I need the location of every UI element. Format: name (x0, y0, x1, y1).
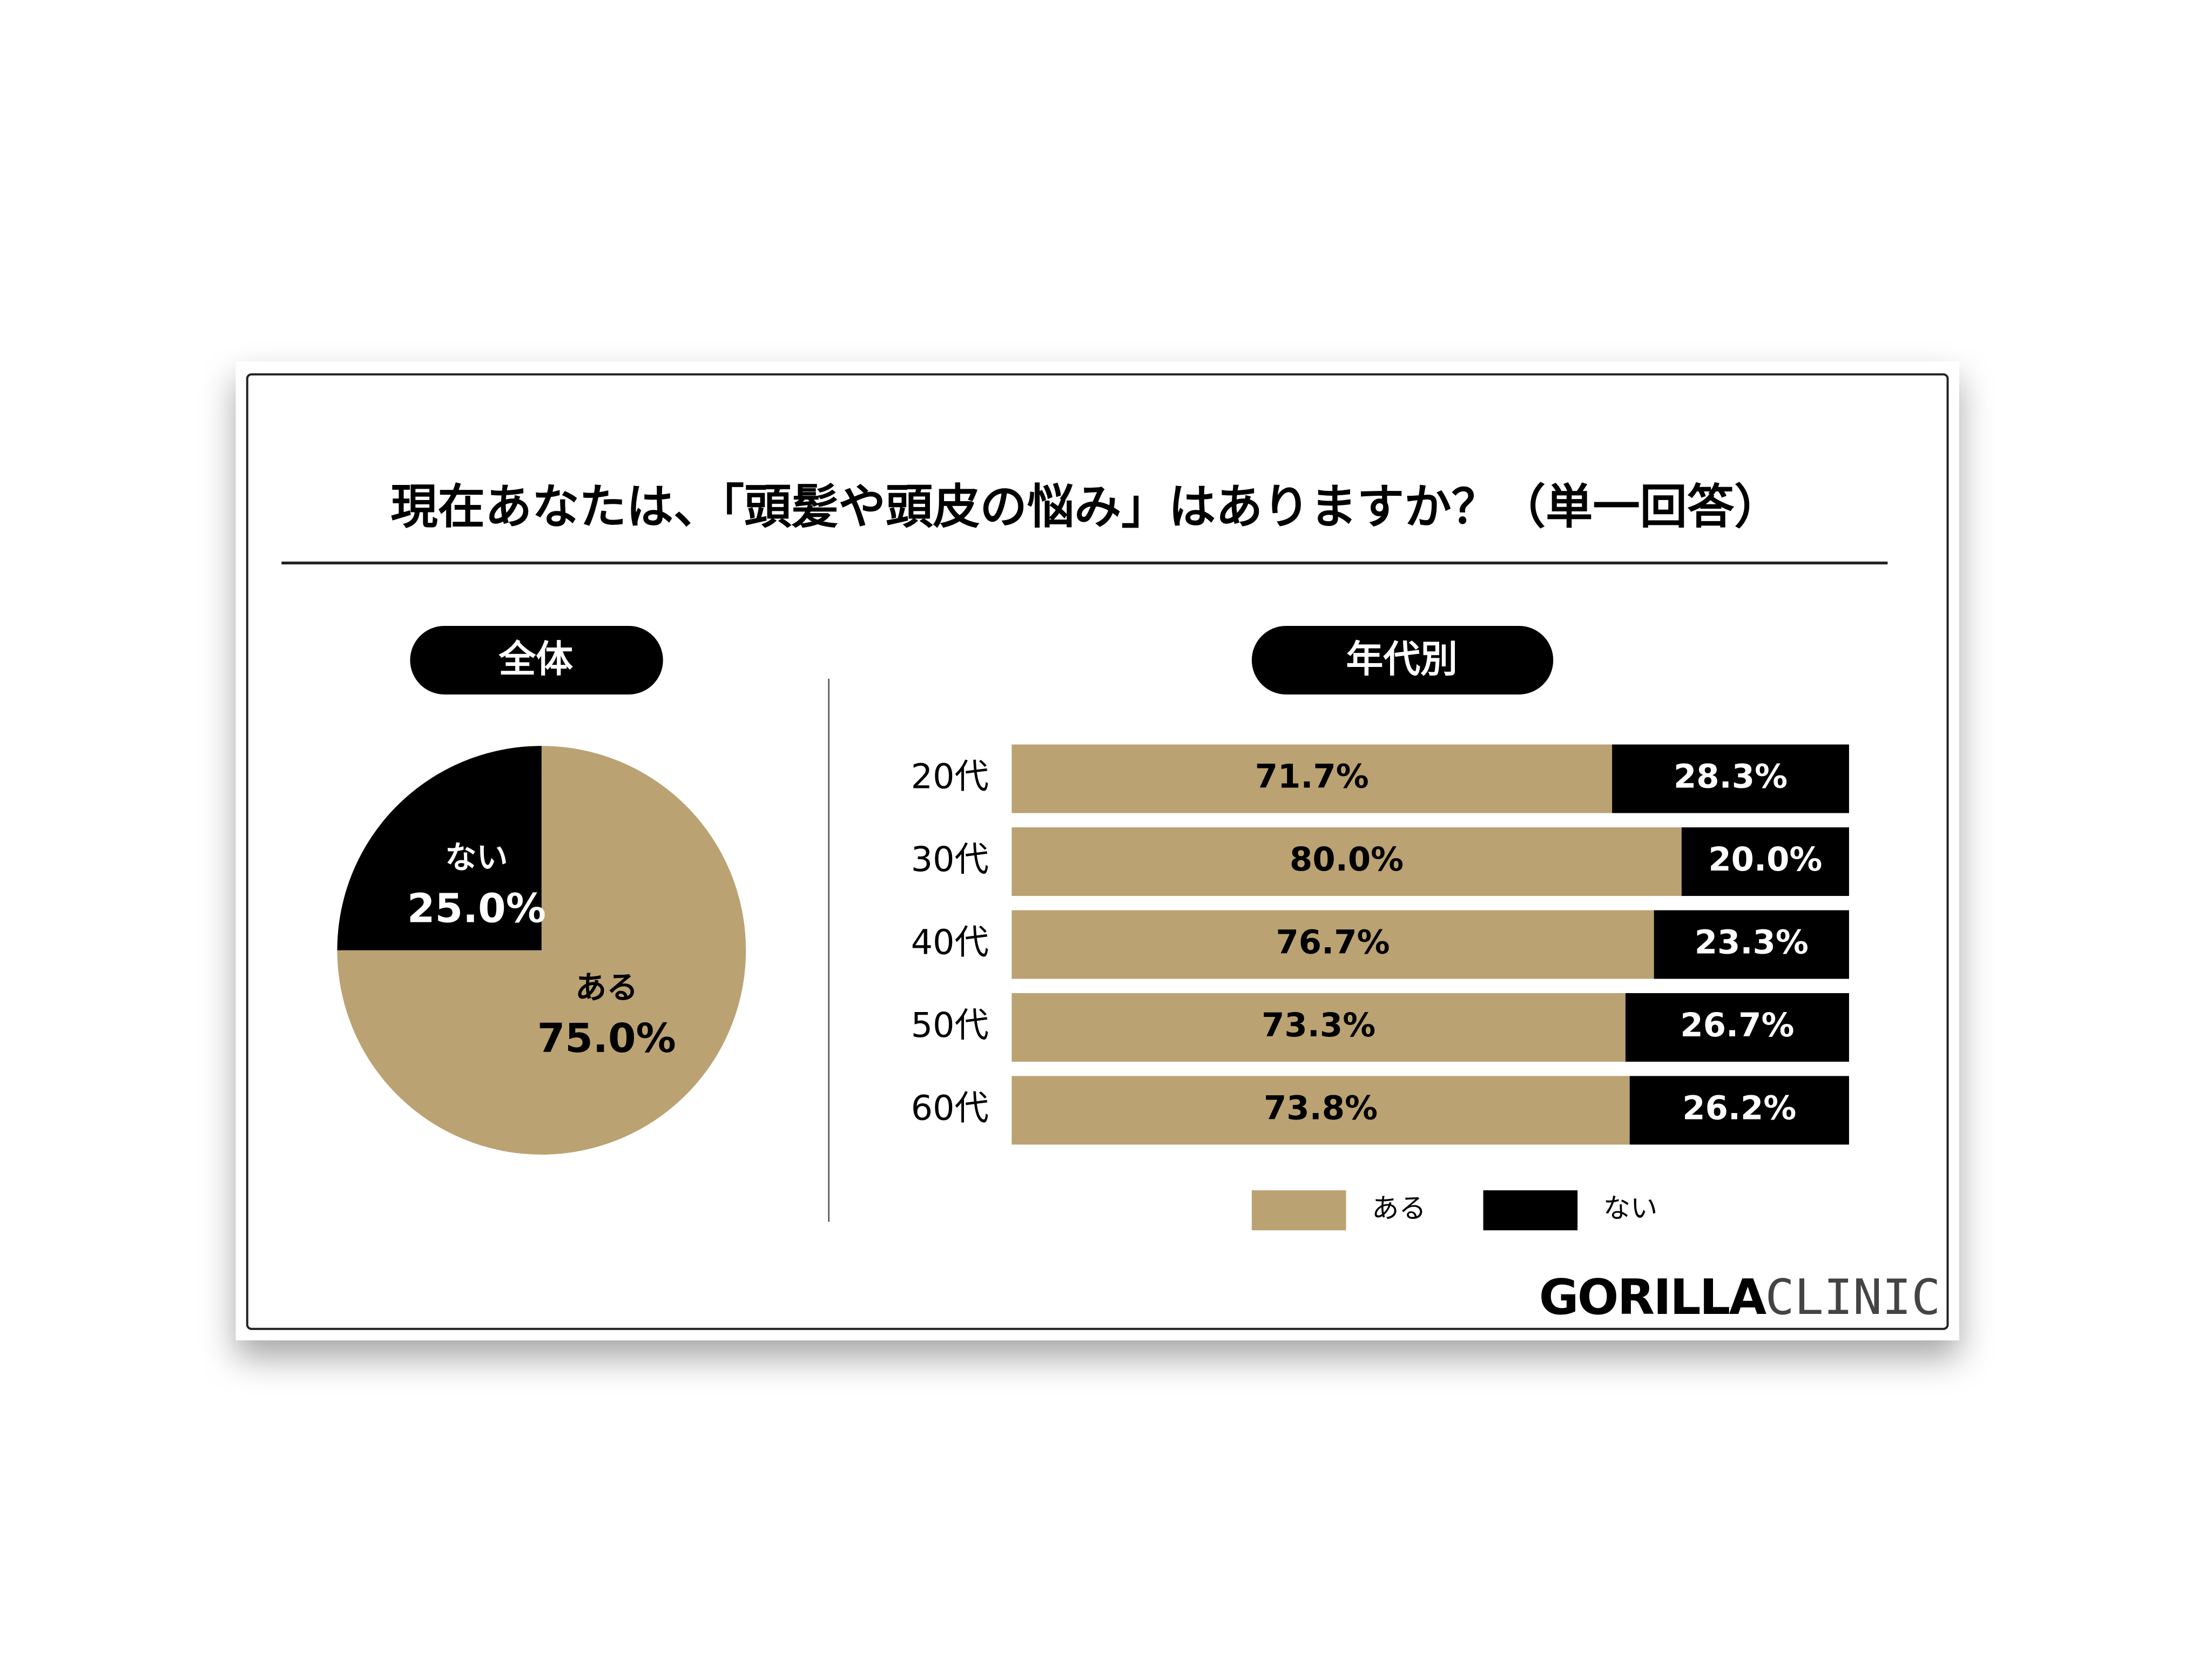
brand-light: CLINIC (1765, 1269, 1941, 1326)
data-label: 71.7% (1255, 758, 1369, 796)
data-label: 76.7% (1276, 924, 1390, 962)
pill (410, 625, 663, 694)
data-label: 26.7% (1680, 1007, 1794, 1044)
data-label: 28.3% (1674, 758, 1788, 796)
y-tick-label: 30代 (911, 839, 989, 879)
subtitle: 年代別 (1346, 638, 1458, 681)
brand-bold: GORILLA (1539, 1269, 1767, 1326)
bar-segment (1612, 744, 1849, 813)
card-border (246, 373, 1949, 1330)
subtitle: 全体 (498, 638, 573, 681)
y-tick-label: 50代 (911, 1005, 989, 1045)
data-label: 73.8% (1264, 1090, 1378, 1128)
slice-name: ない (445, 839, 508, 876)
bar-segment (1011, 993, 1626, 1062)
bar-segment (1011, 827, 1682, 896)
legend-swatch (1483, 1190, 1578, 1231)
data-label: 73.3% (1262, 1007, 1375, 1044)
y-tick-label: 40代 (911, 922, 989, 962)
legend-label: ある (1372, 1192, 1426, 1224)
pie-slice (337, 746, 746, 1155)
brand: GORILLACLINIC (1539, 1269, 1941, 1326)
slice-value: 75.0% (537, 1015, 676, 1062)
bar-segment (1011, 910, 1654, 979)
data-label: 80.0% (1290, 841, 1404, 879)
bar-segment (1629, 1076, 1849, 1145)
bar-segment (1011, 744, 1613, 813)
legend-swatch (1251, 1190, 1346, 1231)
bar-segment (1625, 993, 1849, 1062)
legend-label: ない (1603, 1192, 1658, 1224)
y-tick-label: 60代 (911, 1088, 989, 1128)
data-label: 23.3% (1695, 924, 1809, 962)
chart-title: 現在あなたは、「頭髪や頭皮の悩み」はありますか？（単一回答） (390, 480, 1781, 535)
data-label: 26.2% (1682, 1090, 1796, 1128)
bar-segment (1654, 910, 1849, 979)
pie-slice (337, 746, 542, 950)
slice-value: 25.0% (407, 885, 546, 932)
data-label: 20.0% (1708, 841, 1822, 879)
bar-segment (1011, 1076, 1630, 1145)
bar-segment (1681, 827, 1849, 896)
pill (1251, 625, 1554, 694)
slice-name: ある (575, 969, 638, 1006)
y-tick-label: 20代 (911, 757, 989, 797)
